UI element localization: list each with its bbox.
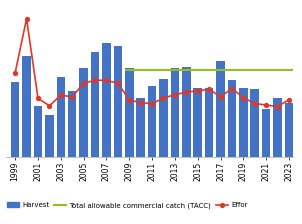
Bar xyxy=(205,88,214,157)
Bar xyxy=(79,68,88,157)
Bar xyxy=(228,80,236,157)
Bar xyxy=(91,52,99,157)
Bar xyxy=(193,88,202,157)
Bar xyxy=(250,88,259,157)
Bar xyxy=(148,86,156,157)
Bar xyxy=(159,79,168,157)
Bar xyxy=(68,91,76,157)
Bar xyxy=(262,109,270,157)
Bar xyxy=(273,98,282,157)
Legend: Harvest, Total allowable commercial catch (TACC), Effor: Harvest, Total allowable commercial catc… xyxy=(7,202,248,209)
Bar xyxy=(182,67,191,157)
Bar xyxy=(102,43,111,157)
Bar xyxy=(114,46,122,157)
Bar xyxy=(45,115,54,157)
Bar xyxy=(34,106,42,157)
Bar xyxy=(125,68,133,157)
Bar xyxy=(11,82,19,157)
Bar xyxy=(171,68,179,157)
Bar xyxy=(216,61,225,157)
Bar xyxy=(22,56,31,157)
Bar xyxy=(285,103,293,157)
Bar xyxy=(239,88,248,157)
Bar xyxy=(56,77,65,157)
Bar xyxy=(137,98,145,157)
